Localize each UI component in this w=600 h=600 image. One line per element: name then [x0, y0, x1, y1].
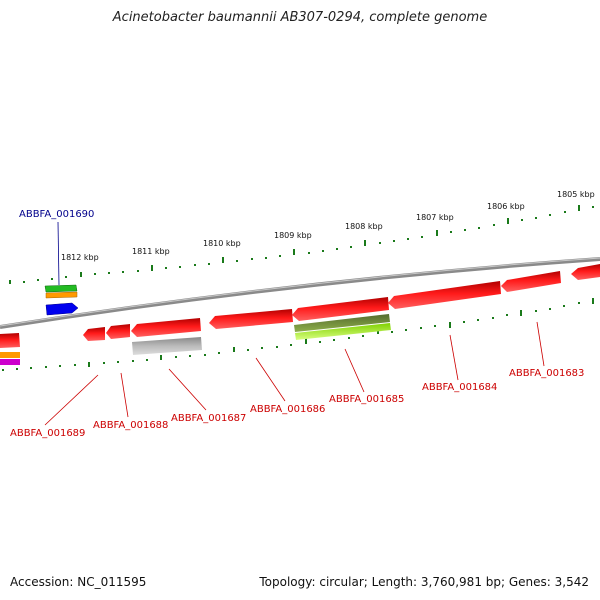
tick-label-1806: 1806 kbp	[487, 202, 525, 211]
gene-label-001684: ABBFA_001684	[422, 382, 497, 393]
accession-label: Accession: NC_011595	[10, 575, 147, 589]
genome-backbone-highlight	[0, 257, 600, 327]
gene-arrow-001689[interactable]	[83, 327, 105, 341]
tick-label-1807: 1807 kbp	[416, 213, 454, 222]
tick-label-1812: 1812 kbp	[61, 253, 99, 262]
gene-arrow-001683[interactable]	[501, 271, 561, 292]
callout-line-001686	[255, 357, 286, 402]
tick-label-1805: 1805 kbp	[557, 190, 595, 199]
callout-line-001684	[449, 334, 459, 381]
tick-label-1810: 1810 kbp	[203, 239, 241, 248]
tick-label-1811: 1811 kbp	[132, 247, 170, 256]
gene-arrow-001686[interactable]	[209, 309, 293, 329]
gene-feature-gray[interactable]	[132, 337, 202, 355]
callout-line-001687	[168, 368, 207, 411]
gene-arrow-001687[interactable]	[131, 318, 201, 337]
gene-feature-orange[interactable]	[45, 291, 78, 299]
gene-feature-magenta-edge[interactable]	[0, 359, 20, 365]
genome-summary: Topology: circular; Length: 3,760,981 bp…	[259, 575, 589, 589]
gene-feature-lime[interactable]	[295, 323, 391, 340]
tick-label-1809: 1809 kbp	[274, 231, 312, 240]
gene-arrow-001684[interactable]	[388, 281, 501, 309]
gene-feature-olive[interactable]	[294, 314, 390, 332]
inner-tick-ring	[2, 298, 594, 371]
callout-lines	[44, 221, 545, 426]
cds-row	[83, 264, 600, 341]
gene-label-001685: ABBFA_001685	[329, 394, 404, 405]
feature-stack-left-edge	[0, 333, 20, 365]
gene-arrow-001688[interactable]	[106, 324, 130, 339]
gene-arrow-001682[interactable]	[571, 264, 600, 280]
callout-line-001689	[44, 374, 99, 426]
outer-tick-ring	[9, 205, 594, 284]
gene-feature-orange-edge[interactable]	[0, 352, 20, 358]
callout-line-001683	[536, 321, 545, 367]
gene-arrow-001685[interactable]	[292, 297, 389, 321]
callout-line-001688	[120, 372, 129, 418]
gene-label-001687: ABBFA_001687	[171, 413, 246, 424]
gene-label-001686: ABBFA_001686	[250, 404, 325, 415]
gene-feature-red-edge[interactable]	[0, 333, 20, 348]
gene-label-001689: ABBFA_001689	[10, 428, 85, 439]
gene-feature-green[interactable]	[44, 284, 78, 293]
tick-label-1808: 1808 kbp	[345, 222, 383, 231]
genome-backbone	[0, 257, 600, 329]
callout-line-001685	[344, 348, 365, 393]
gene-feature-blue[interactable]	[45, 302, 79, 316]
callout-line-001690	[57, 221, 60, 286]
gene-label-001688: ABBFA_001688	[93, 420, 168, 431]
gene-label-001690: ABBFA_001690	[19, 209, 94, 220]
feature-stack-left-outer	[44, 284, 79, 316]
map-title: Acinetobacter baumannii AB307-0294, comp…	[112, 10, 488, 25]
gene-label-001683: ABBFA_001683	[509, 368, 584, 379]
